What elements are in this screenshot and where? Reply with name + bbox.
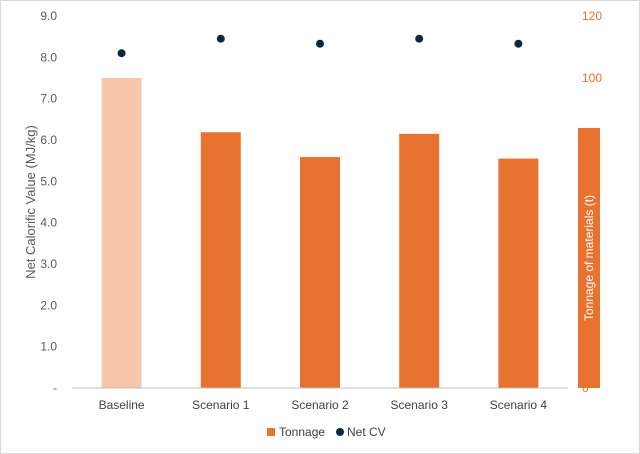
left-axis-ticks: - 1.0 2.0 3.0 4.0 5.0 6.0 7.0 8.0 9.0 — [40, 9, 57, 395]
net-cv-point — [415, 34, 424, 43]
y-tick-label: 1.0 — [40, 340, 57, 354]
net-cv-point — [216, 34, 225, 43]
points-group — [117, 34, 523, 58]
tonnage-bar — [101, 78, 142, 388]
y-tick-label: 6.0 — [40, 133, 57, 147]
y-axis-title: Net Calorific Value (MJ/kg) — [23, 125, 38, 279]
y-tick-label: 9.0 — [40, 9, 57, 23]
y2-axis-title-background — [578, 128, 600, 388]
y-tick-label: 2.0 — [40, 298, 57, 312]
x-tick-label: Scenario 4 — [490, 398, 548, 412]
legend-netcv-label: Net CV — [347, 425, 386, 439]
tonnage-bar — [399, 133, 440, 388]
y-tick-label: 8.0 — [40, 50, 57, 64]
tonnage-bar — [300, 157, 340, 388]
x-tick-label: Scenario 1 — [192, 398, 250, 412]
y-tick-label: - — [53, 381, 57, 395]
legend-tonnage-swatch — [267, 428, 275, 436]
y-tick-label: 7.0 — [40, 92, 57, 106]
bars-group — [101, 78, 539, 388]
y2-tick-label: 100 — [582, 71, 602, 85]
x-axis-ticks: Baseline Scenario 1 Scenario 2 Scenario 3 Sc… — [99, 398, 548, 412]
x-tick-label: Scenario 3 — [391, 398, 449, 412]
y-tick-label: 5.0 — [40, 174, 57, 188]
net-cv-point — [514, 39, 523, 48]
y2-axis-title: Tonnage of materials (t) — [582, 195, 596, 321]
y-tick-label: 4.0 — [40, 216, 57, 230]
y2-tick-label: 120 — [582, 9, 602, 23]
legend-netcv-marker — [336, 428, 344, 436]
net-cv-point — [117, 49, 126, 58]
legend-tonnage-label: Tonnage — [279, 425, 325, 439]
tonnage-bar — [200, 132, 241, 388]
net-cv-point — [316, 39, 324, 48]
x-tick-label: Scenario 2 — [291, 398, 349, 412]
y-tick-label: 3.0 — [40, 257, 57, 271]
tonnage-bar — [498, 158, 539, 388]
legend: Tonnage Net CV — [267, 425, 386, 439]
x-tick-label: Baseline — [99, 398, 145, 412]
